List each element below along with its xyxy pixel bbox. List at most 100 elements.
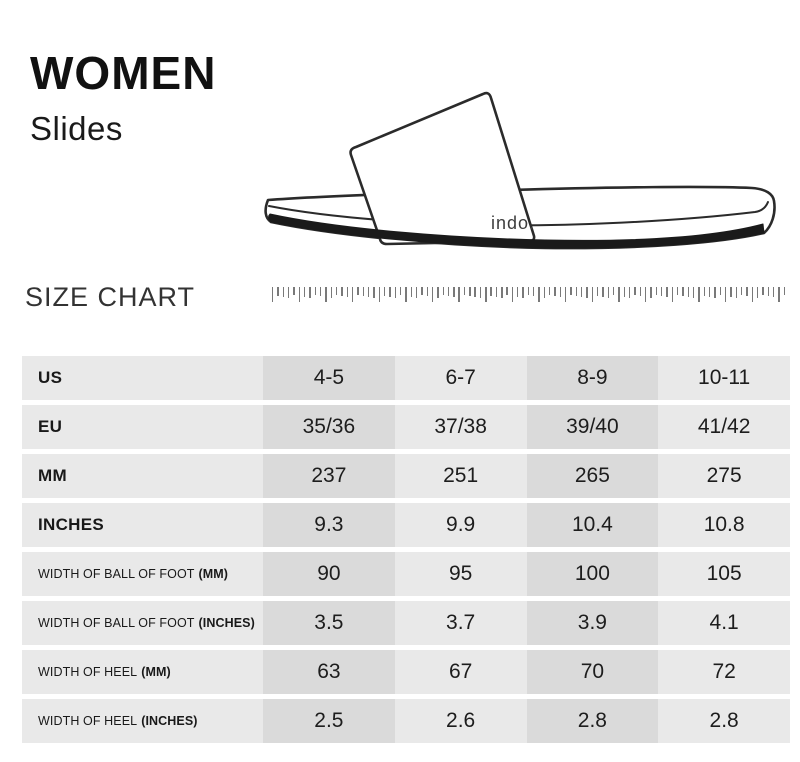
ruler-tick	[682, 287, 684, 296]
table-row-inches: INCHES 9.3 9.9 10.4 10.8	[22, 503, 790, 547]
ruler-tick	[666, 287, 668, 297]
ruler-tick	[538, 287, 540, 302]
table-cell: 100	[526, 552, 659, 596]
row-label: WIDTH OF BALL OF FOOT (MM)	[22, 552, 263, 596]
row-label: MM	[22, 454, 263, 498]
ruler-tick	[772, 287, 775, 297]
ruler-tick	[607, 287, 610, 298]
ruler-tick	[783, 287, 785, 295]
page-title: WOMEN	[30, 47, 217, 99]
table-cell: 2.6	[394, 699, 527, 743]
table-row-ball-width-mm: WIDTH OF BALL OF FOOT (MM) 90 95 100 105	[22, 552, 790, 596]
table-row-mm: MM 237 251 265 275	[22, 454, 790, 498]
row-label-suffix: (MM)	[141, 665, 171, 679]
ruler-tick	[351, 287, 354, 302]
ruler-tick	[389, 287, 391, 297]
ruler-tick	[431, 287, 434, 302]
ruler-tick	[762, 287, 764, 295]
ruler-tick	[282, 287, 285, 297]
row-label: WIDTH OF HEEL (MM)	[22, 650, 263, 694]
table-cell: 2.8	[526, 699, 659, 743]
table-cell: 10.4	[526, 503, 659, 547]
ruler-tick	[399, 287, 402, 295]
table-row-us: US 4-5 6-7 8-9 10-11	[22, 356, 790, 400]
table-cell: 3.5	[263, 601, 395, 645]
table-cell: 265	[526, 454, 659, 498]
table-cell: 8-9	[526, 356, 659, 400]
table-cell: 90	[263, 552, 395, 596]
table-cell: 4.1	[658, 601, 790, 645]
ruler-tick	[314, 287, 317, 295]
slide-sandal-illustration: indo.	[250, 50, 790, 265]
ruler-tick	[613, 287, 615, 295]
ruler-tick	[692, 287, 695, 298]
table-cell: 3.7	[394, 601, 527, 645]
ruler-tick	[724, 287, 727, 302]
table-cell: 2.8	[658, 699, 790, 743]
ruler-tick	[554, 287, 556, 296]
ruler-tick	[703, 287, 705, 296]
ruler-tick	[341, 287, 343, 296]
table-cell: 251	[394, 454, 527, 498]
ruler-tick	[474, 287, 476, 297]
ruler-tick	[426, 287, 428, 296]
ruler-tick	[437, 287, 439, 298]
ruler-tick	[533, 287, 535, 296]
table-cell: 6-7	[394, 356, 527, 400]
ruler-tick	[751, 287, 753, 302]
table-cell: 2.5	[263, 699, 395, 743]
table-cell: 39/40	[526, 405, 659, 449]
row-label-text: WIDTH OF HEEL	[38, 714, 138, 728]
row-label-text: WIDTH OF BALL OF FOOT	[38, 616, 195, 630]
ruler-tick	[650, 287, 652, 298]
ruler-tick	[410, 287, 412, 297]
ruler-tick	[778, 287, 780, 302]
ruler-tick	[506, 287, 508, 295]
ruler-tick	[405, 287, 407, 302]
ruler-tick	[357, 287, 359, 295]
footbed-edge-line	[268, 201, 769, 227]
ruler-tick	[394, 287, 396, 298]
ruler-tick	[719, 287, 721, 295]
row-label-text: MM	[38, 466, 67, 485]
ruler-tick	[421, 287, 423, 295]
ruler-tick	[511, 287, 514, 302]
ruler-tick	[303, 287, 306, 297]
ruler-tick	[740, 287, 743, 295]
table-cell: 9.9	[394, 503, 527, 547]
ruler-graphic	[272, 287, 786, 311]
ruler-tick	[581, 287, 583, 297]
table-cell: 105	[658, 552, 790, 596]
ruler-tick	[330, 287, 332, 298]
ruler-tick	[708, 287, 711, 297]
size-chart-heading: SIZE CHART	[25, 282, 196, 312]
ruler-tick	[442, 287, 444, 295]
ruler-tick	[309, 287, 311, 298]
ruler-tick	[373, 287, 375, 298]
ruler-tick	[453, 287, 455, 297]
ruler-tick	[756, 287, 759, 298]
ruler-tick	[698, 287, 700, 302]
ruler-tick	[639, 287, 642, 296]
table-cell: 37/38	[394, 405, 527, 449]
row-label: WIDTH OF BALL OF FOOT (INCHES)	[22, 601, 263, 645]
table-cell: 70	[526, 650, 659, 694]
ruler-tick	[730, 287, 732, 297]
ruler-tick	[671, 287, 673, 302]
table-cell: 4-5	[263, 356, 395, 400]
ruler-tick	[485, 287, 487, 302]
ruler-tick	[522, 287, 524, 298]
ruler-tick	[469, 287, 471, 296]
ruler-tick	[378, 287, 380, 302]
table-cell: 237	[263, 454, 395, 498]
ruler-tick	[714, 287, 716, 298]
ruler-tick	[746, 287, 748, 296]
ruler-tick	[298, 287, 301, 302]
ruler-tick	[490, 287, 492, 296]
ruler-tick	[458, 287, 460, 302]
ruler-tick	[367, 287, 370, 297]
ruler-tick	[517, 287, 519, 297]
table-cell: 72	[658, 650, 790, 694]
table-cell: 275	[658, 454, 790, 498]
